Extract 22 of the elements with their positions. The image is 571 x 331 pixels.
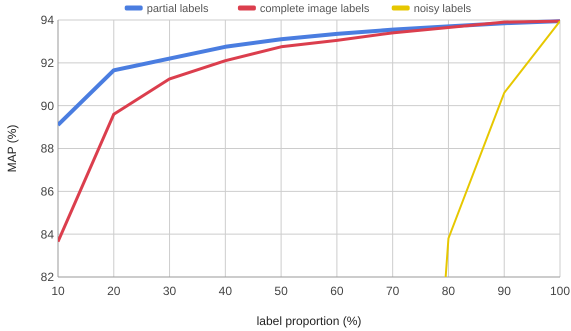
x-tick-label: 10 [51,284,65,298]
y-tick-label: 84 [40,227,54,242]
legend-label: complete image labels [260,2,370,15]
x-axis-title: label proportion (%) [256,314,362,328]
y-tick-label: 82 [40,270,54,284]
y-tick-label: 86 [40,184,54,199]
x-tick-label: 20 [107,284,121,298]
x-tick-label: 30 [162,284,177,298]
x-tick-label: 90 [498,284,512,298]
x-tick-label: 100 [550,284,570,298]
legend-label: noisy labels [414,2,472,15]
x-tick-label: 50 [274,284,288,298]
x-tick-label: 80 [442,284,456,298]
legend-label: partial labels [146,2,209,15]
x-tick-label: 40 [218,284,232,298]
y-tick-label: 94 [40,13,54,28]
y-tick-label: 90 [40,98,54,113]
x-tick-label: 70 [386,284,400,298]
x-tick-label: 60 [330,284,344,298]
y-axis-title: MAP (%) [5,124,19,172]
y-tick-label: 88 [40,142,54,156]
y-tick-label: 92 [40,56,54,70]
